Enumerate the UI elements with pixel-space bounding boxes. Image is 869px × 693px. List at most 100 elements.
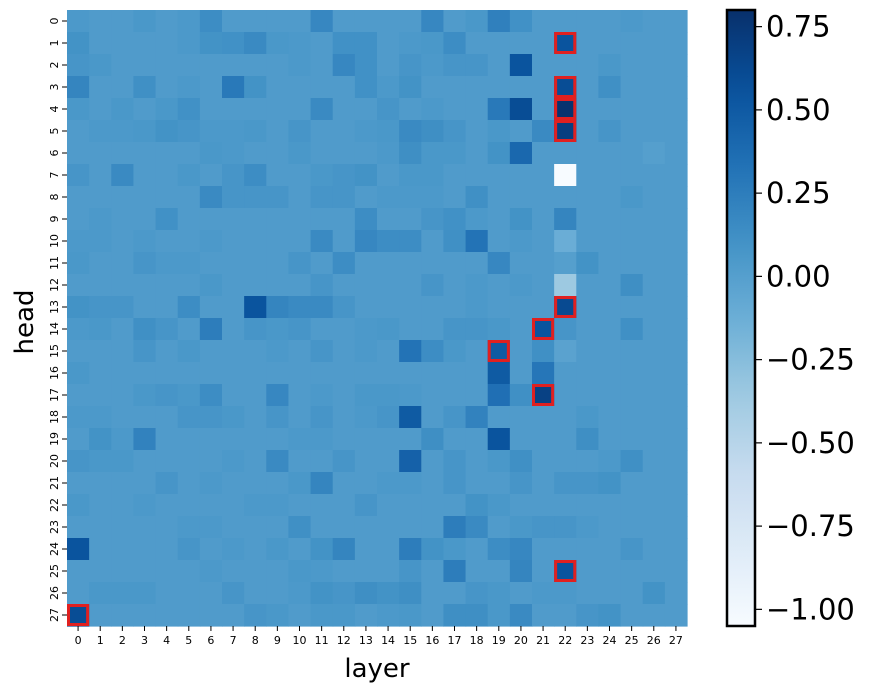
heatmap-cell: [664, 32, 688, 55]
heatmap-cell: [487, 362, 511, 385]
heatmap-cell: [664, 384, 688, 407]
heatmap-cell: [443, 494, 467, 517]
heatmap-cell: [598, 538, 622, 561]
heatmap-cell: [133, 98, 157, 121]
heatmap-cell: [576, 428, 600, 451]
heatmap-cell: [509, 406, 533, 429]
y-tick-label: 15: [48, 344, 61, 358]
heatmap-cell: [199, 582, 223, 605]
heatmap-cell: [332, 54, 356, 77]
heatmap-cell: [177, 186, 201, 209]
heatmap-cell: [399, 450, 422, 473]
heatmap-cell: [199, 604, 223, 627]
heatmap-cell: [266, 120, 290, 143]
heatmap-cell: [67, 76, 90, 99]
heatmap-cell: [443, 362, 467, 385]
heatmap-cell: [664, 362, 688, 385]
heatmap-cell: [67, 428, 90, 451]
heatmap-cell: [177, 362, 201, 385]
heatmap-cell: [443, 252, 467, 275]
heatmap-cell: [377, 10, 400, 33]
heatmap-cell: [509, 560, 533, 583]
heatmap-cell: [377, 582, 400, 605]
heatmap-cell: [487, 230, 511, 253]
heatmap-cell: [332, 450, 356, 473]
heatmap-cell: [598, 428, 622, 451]
heatmap-cell: [354, 120, 378, 143]
heatmap-cell: [266, 318, 290, 341]
heatmap-cell: [354, 230, 378, 253]
heatmap-cell: [354, 494, 378, 517]
heatmap-cell: [89, 296, 112, 319]
heatmap-cell: [332, 406, 356, 429]
heatmap-cell: [288, 472, 312, 495]
heatmap-cell: [332, 208, 356, 231]
heatmap-cell: [67, 516, 90, 539]
heatmap-cell: [554, 560, 577, 583]
heatmap-cell: [421, 362, 445, 385]
heatmap-cell: [642, 142, 666, 165]
heatmap-cell: [509, 76, 533, 99]
heatmap-cell: [509, 54, 533, 77]
heatmap-cell: [509, 296, 533, 319]
heatmap-cell: [354, 98, 378, 121]
heatmap-cell: [620, 560, 644, 583]
heatmap-cell: [554, 472, 577, 495]
heatmap-cell: [642, 362, 666, 385]
heatmap-cell: [244, 230, 267, 253]
heatmap-cell: [487, 98, 511, 121]
heatmap-cell: [133, 54, 157, 77]
heatmap-cell: [465, 274, 489, 297]
heatmap-cell: [554, 516, 577, 539]
heatmap-cell: [554, 186, 577, 209]
heatmap-cell: [266, 560, 290, 583]
heatmap-cell: [620, 76, 644, 99]
heatmap-cell: [554, 120, 577, 143]
heatmap-cell: [177, 406, 201, 429]
heatmap-cell: [199, 274, 223, 297]
heatmap-cell: [532, 208, 555, 231]
y-tick-label: 6: [48, 150, 61, 157]
heatmap-cell: [532, 406, 555, 429]
heatmap-cell: [664, 538, 688, 561]
heatmap-cell: [377, 142, 400, 165]
heatmap-cell: [443, 318, 467, 341]
heatmap-cell: [244, 164, 267, 187]
heatmap-cell: [421, 142, 445, 165]
heatmap-cell: [155, 296, 179, 319]
heatmap-cell: [199, 318, 223, 341]
heatmap-cell: [332, 472, 356, 495]
heatmap-cell: [266, 142, 290, 165]
heatmap-cell: [332, 296, 356, 319]
heatmap-cell: [89, 318, 112, 341]
heatmap-cell: [354, 296, 378, 319]
heatmap-cell: [664, 54, 688, 77]
heatmap-cell: [288, 296, 312, 319]
x-axis-ticks: 0 1 2 3 4 5 6 7 8 9 10 11 12 13 14 15 16 17 18 19 20 21 22 23 24…: [75, 626, 683, 647]
heatmap-cell: [310, 340, 334, 363]
heatmap-cell: [509, 164, 533, 187]
heatmap-cell: [421, 76, 445, 99]
heatmap-cell: [598, 582, 622, 605]
heatmap-cell: [377, 186, 400, 209]
heatmap-cell: [465, 450, 489, 473]
heatmap-cell: [155, 428, 179, 451]
heatmap-cell: [155, 274, 179, 297]
colorbar-tick-label: 0.50: [766, 93, 831, 127]
heatmap-cell: [133, 296, 157, 319]
heatmap-cell: [399, 76, 422, 99]
heatmap-cell: [244, 142, 267, 165]
heatmap-cell: [67, 472, 90, 495]
heatmap-cell: [598, 186, 622, 209]
heatmap-cell: [664, 406, 688, 429]
heatmap-cell: [177, 560, 201, 583]
heatmap-cell: [465, 384, 489, 407]
heatmap-cell: [664, 604, 688, 627]
heatmap-cell: [266, 582, 290, 605]
heatmap-cell: [509, 384, 533, 407]
heatmap-cell: [199, 76, 223, 99]
heatmap-cell: [222, 32, 245, 55]
heatmap-cell: [133, 494, 157, 517]
heatmap-cell: [244, 362, 267, 385]
